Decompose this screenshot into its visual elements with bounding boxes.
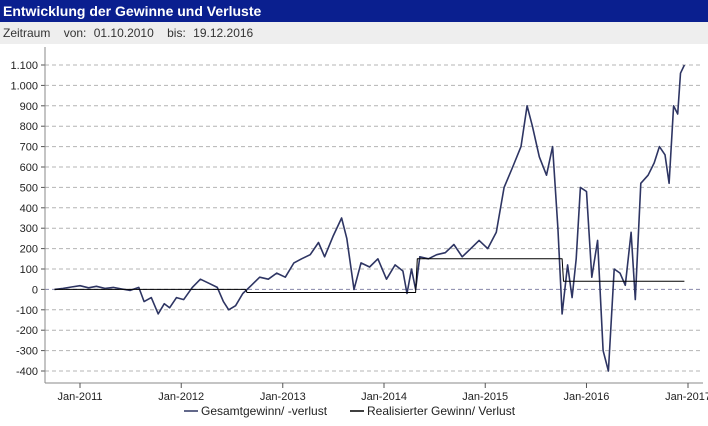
y-tick-label: 300 xyxy=(20,223,38,235)
axes: -400 -300 -200 -100 0 100 200 300 400 500 600 700 80… xyxy=(10,47,708,403)
to-value: 19.12.2016 xyxy=(193,26,254,40)
x-tick-label: Jan-2012 xyxy=(158,391,204,403)
x-tick-label: Jan-2013 xyxy=(260,391,306,403)
y-tick-label: -400 xyxy=(16,366,38,378)
y-tick-label: 200 xyxy=(20,244,38,256)
chart-title: Entwicklung der Gewinne und Verluste xyxy=(0,0,708,22)
y-tick-label: 100 xyxy=(20,264,38,276)
y-tick-label: 1.100 xyxy=(10,60,38,72)
series-lines xyxy=(54,64,686,372)
y-tick-label: 800 xyxy=(20,121,38,133)
grid-lines xyxy=(45,64,703,372)
from-value: 01.10.2010 xyxy=(93,26,154,40)
series-line-gesamt xyxy=(54,64,686,372)
y-tick-label: -300 xyxy=(16,346,38,358)
legend-item-realisiert-label: Realisierter Gewinn/ Verlust xyxy=(367,404,516,418)
y-tick-label: 900 xyxy=(20,101,38,113)
y-tick-label: -200 xyxy=(16,325,38,337)
from-label: von: xyxy=(63,26,87,40)
legend-item-gesamt-label: Gesamtgewinn/ -verlust xyxy=(201,404,328,418)
y-tick-label: 1.000 xyxy=(10,80,38,92)
legend: Gesamtgewinn/ -verlust Realisierter Gewin… xyxy=(184,404,516,418)
to-label: bis: xyxy=(167,26,186,40)
x-tick-label: Jan-2016 xyxy=(564,391,610,403)
x-tick-label: Jan-2011 xyxy=(57,391,102,403)
date-range-bar: Zeitraum von: 01.10.2010 bis: 19.12.2016 xyxy=(0,22,708,44)
y-tick-label: 700 xyxy=(20,142,38,154)
y-tick-label: 600 xyxy=(20,162,38,174)
profit-loss-chart: -400 -300 -200 -100 0 100 200 300 400 500 600 700 80… xyxy=(10,47,708,418)
x-tick-label: Jan-2017 xyxy=(665,391,708,403)
y-tick-label: 500 xyxy=(20,182,38,194)
x-tick-label: Jan-2014 xyxy=(361,391,407,403)
y-tick-label: -100 xyxy=(16,305,38,317)
series-line-realisiert xyxy=(54,258,685,293)
range-label: Zeitraum xyxy=(3,26,51,40)
y-tick-label: 400 xyxy=(20,203,38,215)
x-tick-label: Jan-2015 xyxy=(462,391,508,403)
y-tick-label: 0 xyxy=(32,284,38,296)
